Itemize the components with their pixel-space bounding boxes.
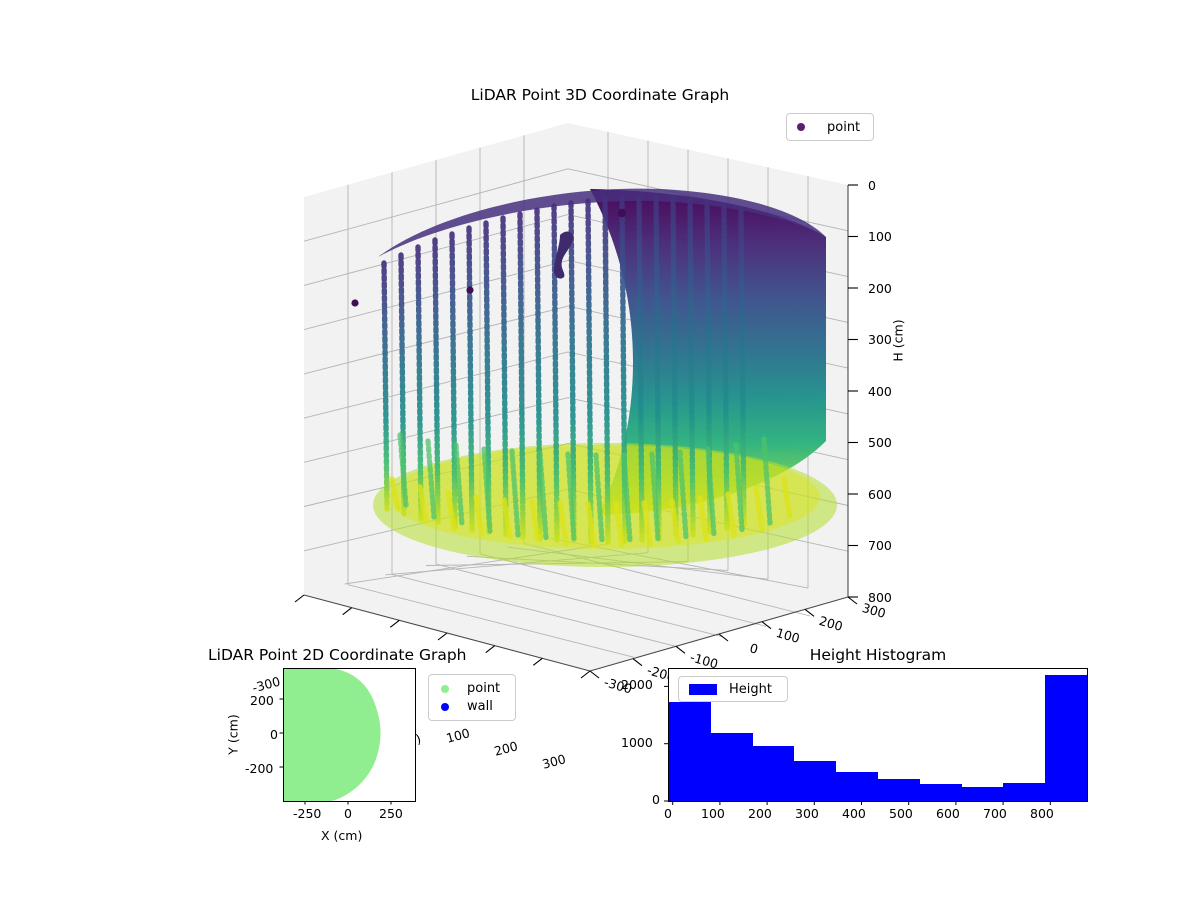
xtick-hist-7: 700 [983,806,1007,821]
xtick-hist-0: 0 [664,806,672,821]
histogram-bar [919,783,962,801]
ztick-3d-0: 0 [868,178,876,193]
xtick-2d-1: 0 [344,806,352,821]
plot2d-axes[interactable]: 200 0 -200 -250 0 250 X (cm) Y (cm) [226,668,416,843]
plot2d-canvas [284,669,381,801]
histogram-bar [961,786,1004,801]
ztick-3d-6: 600 [868,487,892,502]
ytick-2d-0: -200 [245,761,274,776]
point-marker-icon-2d [441,684,449,693]
zaxis-label-3d: H (cm) [890,319,906,362]
ztick-3d-7: 700 [868,538,892,553]
plot3d-title: LiDAR Point 3D Coordinate Graph [470,86,730,104]
histogram-bar [836,772,878,801]
histogram-bar [752,746,795,801]
histogram-bar [669,701,711,801]
scan-columns [381,194,747,545]
xaxis-label-2d: X (cm) [321,828,363,843]
point-cloud-3d [351,188,837,567]
xtick-hist-3: 300 [795,806,819,821]
histogram-bar [1045,674,1087,801]
plot3d-axes[interactable]: -300 -200 -100 0 100 200 300 X (cm) -300… [251,105,960,772]
xtick-2d-2: 250 [379,806,403,821]
legend-label-point-2d: point [467,681,501,696]
histogram-legend[interactable]: Height [678,676,788,702]
xtick-hist-5: 500 [889,806,913,821]
ytick-hist-2: 2000 [621,677,653,692]
height-swatch-icon [689,683,717,695]
legend-entry-point: point [797,120,860,135]
ztick-3d-3: 300 [868,332,892,347]
plot2d-tickmarks [279,698,392,805]
yaxis-label-2d: Y (cm) [225,714,241,755]
legend-label-height: Height [729,681,772,697]
ytick-2d-2: 200 [250,693,274,708]
histogram-bar [1003,783,1046,801]
histogram-frame [668,668,1088,802]
xtick-hist-6: 600 [936,806,960,821]
ytick-hist-1: 1000 [621,735,653,750]
histogram-bar [878,779,920,801]
xtick-hist-2: 200 [748,806,772,821]
legend-label-wall-2d: wall [467,699,493,714]
legend-entry-wall-2d: wall [441,699,493,714]
plot2d-legend[interactable]: point wall [428,674,516,721]
legend-label-point: point [827,119,861,135]
ytick-2d-1: 0 [270,727,278,742]
yaxis-ticks-3d [589,596,858,679]
histogram-bar [794,761,837,801]
xtick-3d-5: 200 [492,738,520,759]
legend-entry-point-2d: point [441,681,500,696]
histogram-title: Height Histogram [809,646,947,664]
plot2d-title: LiDAR Point 2D Coordinate Graph [208,646,467,664]
point-region-2d [284,669,381,801]
cylinder-top-rim [378,188,826,257]
ztick-3d-4: 400 [868,384,892,399]
xtick-hist-4: 400 [842,806,866,821]
histogram-axes[interactable]: Height 0 1000 2000 0 100 200 300 400 500… [621,668,1088,821]
ytick-hist-0: 0 [652,792,660,807]
floor-point-texture-yellow [389,476,793,548]
wall-marker-icon-2d [441,702,449,711]
histogram-bar [710,733,753,801]
zaxis-ticks-3d [848,184,858,598]
plot3d-canvas [294,123,858,679]
point-marker-icon [797,123,805,131]
ztick-3d-1: 100 [868,229,892,244]
ztick-3d-2: 200 [868,281,892,296]
dark-blob-artifact [553,231,574,279]
xtick-hist-8: 800 [1030,806,1054,821]
xtick-hist-1: 100 [701,806,725,821]
plot2d-frame [283,668,416,802]
histogram-tickmarks [664,685,1051,805]
legend-entry-height: Height [689,682,772,697]
pane-floor [304,535,848,671]
plot3d-legend[interactable]: point [786,113,874,141]
floor-point-texture [397,432,773,544]
ztick-3d-8: 800 [868,590,892,605]
xtick-2d-0: -250 [293,806,322,821]
xtick-3d-6: 300 [540,751,568,772]
xaxis-ticks-3d [294,594,591,679]
ztick-3d-5: 500 [868,435,892,450]
